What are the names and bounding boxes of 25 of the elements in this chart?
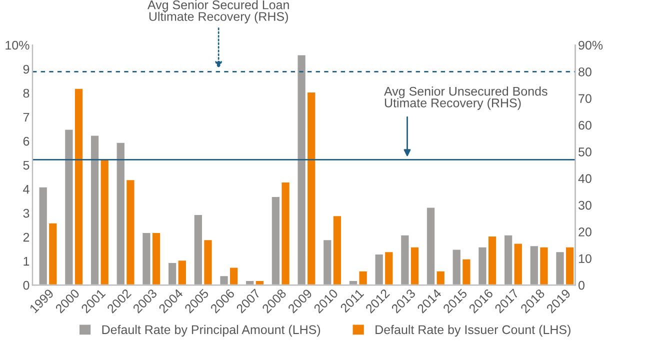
legend-label: Default Rate by Issuer Count (LHS) xyxy=(376,324,570,337)
y-tick-label: 5 xyxy=(23,160,30,170)
y2-tick-label: 40 xyxy=(578,174,592,184)
y2-tick-label: 30 xyxy=(578,200,592,210)
y2-tick-label: 80 xyxy=(578,67,592,76)
y-tick-label: 2 xyxy=(23,232,30,242)
y-tick-label: 10% xyxy=(6,40,30,50)
y2-tick-label: 60 xyxy=(578,120,592,130)
text: Avg Senior Secured Loan Ultimate Recovery (RHS) xyxy=(147,0,289,24)
y2-tick-label: 90% xyxy=(578,40,603,50)
y-tick-label: 4 xyxy=(23,184,30,194)
y-tick-label: 8 xyxy=(23,88,30,98)
y2-tick-label: 20 xyxy=(578,228,592,236)
legend-label: Default Rate by Principal Amount (LHS) xyxy=(102,324,320,337)
y2-tick-label: 0 xyxy=(578,280,584,290)
y-tick-label: 3 xyxy=(23,208,30,218)
y-tick-label: 0 xyxy=(23,280,30,290)
annotation: Avg Senior Unsecured Bonds Utimate Recovery (RHS) xyxy=(384,86,548,110)
y2-tick-label: 70 xyxy=(578,94,592,104)
y-tick-label: 7 xyxy=(23,112,30,122)
y2-tick-label: 10 xyxy=(578,254,592,264)
y2-tick-label: 50 xyxy=(578,148,592,156)
y-tick-label: 6 xyxy=(23,136,30,146)
y-tick-label: 9 xyxy=(23,64,30,74)
y-tick-label: 1 xyxy=(24,257,30,266)
